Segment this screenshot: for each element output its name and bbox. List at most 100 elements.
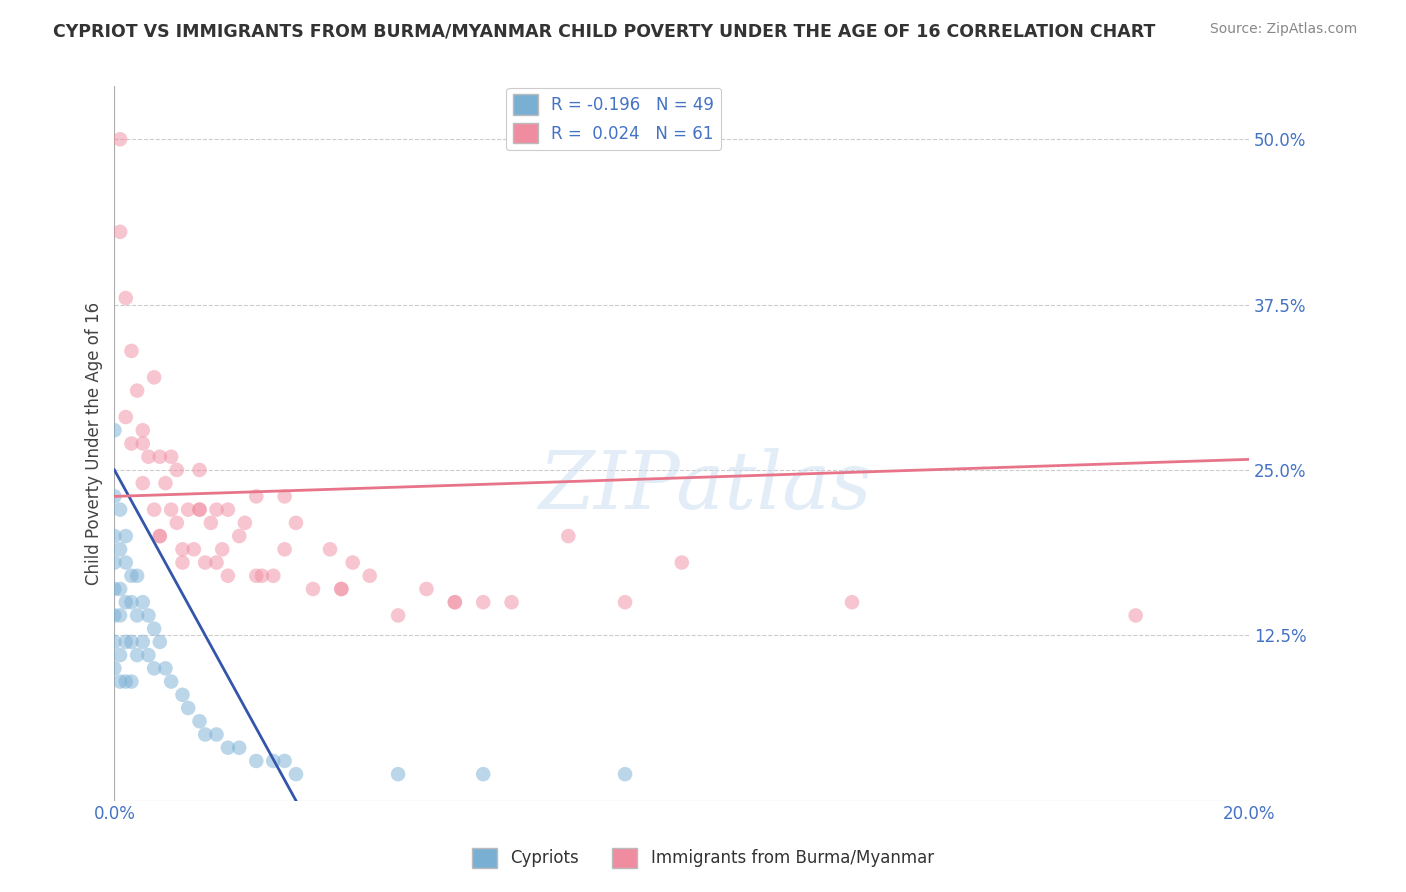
Point: [166, 463, 188, 477]
Point: [114, 556, 136, 570]
Point: [103, 489, 125, 503]
Point: [194, 727, 217, 741]
Legend: R = -0.196   N = 49, R =  0.024   N = 61: R = -0.196 N = 49, R = 0.024 N = 61: [506, 87, 721, 150]
Point: [160, 450, 183, 464]
Point: [228, 740, 250, 755]
Point: [103, 529, 125, 543]
Point: [127, 384, 149, 398]
Point: [205, 556, 228, 570]
Point: [103, 556, 125, 570]
Point: [188, 502, 211, 516]
Y-axis label: Child Poverty Under the Age of 16: Child Poverty Under the Age of 16: [86, 301, 103, 585]
Point: [194, 556, 217, 570]
Point: [262, 754, 284, 768]
Point: [172, 542, 194, 557]
Point: [205, 727, 228, 741]
Point: [138, 450, 160, 464]
Text: Source: ZipAtlas.com: Source: ZipAtlas.com: [1209, 22, 1357, 37]
Point: [205, 502, 228, 516]
Point: [614, 595, 637, 609]
Point: [472, 595, 495, 609]
Point: [103, 608, 125, 623]
Point: [262, 568, 284, 582]
Point: [132, 423, 155, 437]
Point: [149, 529, 172, 543]
Point: [132, 635, 155, 649]
Point: [183, 542, 205, 557]
Point: [200, 516, 222, 530]
Point: [330, 582, 353, 596]
Point: [120, 595, 142, 609]
Point: [160, 502, 183, 516]
Point: [415, 582, 437, 596]
Point: [120, 635, 142, 649]
Point: [211, 542, 233, 557]
Point: [155, 661, 177, 675]
Point: [330, 582, 353, 596]
Point: [1125, 608, 1147, 623]
Point: [114, 674, 136, 689]
Point: [217, 502, 239, 516]
Point: [108, 582, 131, 596]
Point: [108, 674, 131, 689]
Point: [114, 595, 136, 609]
Point: [143, 370, 166, 384]
Point: [103, 423, 125, 437]
Point: [172, 688, 194, 702]
Point: [443, 595, 465, 609]
Point: [108, 608, 131, 623]
Point: [359, 568, 381, 582]
Point: [166, 516, 188, 530]
Point: [387, 767, 409, 781]
Point: [245, 754, 267, 768]
Point: [143, 661, 166, 675]
Point: [273, 542, 295, 557]
Point: [132, 595, 155, 609]
Point: [108, 132, 131, 146]
Point: [108, 648, 131, 662]
Point: [188, 714, 211, 729]
Point: [149, 450, 172, 464]
Point: [132, 476, 155, 491]
Point: [143, 502, 166, 516]
Point: [120, 436, 142, 450]
Point: [557, 529, 579, 543]
Point: [217, 568, 239, 582]
Point: [671, 556, 693, 570]
Point: [285, 516, 308, 530]
Point: [120, 343, 142, 358]
Point: [155, 476, 177, 491]
Legend: Cypriots, Immigrants from Burma/Myanmar: Cypriots, Immigrants from Burma/Myanmar: [465, 841, 941, 875]
Point: [149, 635, 172, 649]
Point: [114, 291, 136, 305]
Point: [245, 568, 267, 582]
Point: [387, 608, 409, 623]
Point: [233, 516, 256, 530]
Point: [127, 608, 149, 623]
Point: [443, 595, 465, 609]
Point: [273, 489, 295, 503]
Point: [127, 568, 149, 582]
Point: [342, 556, 364, 570]
Point: [103, 661, 125, 675]
Point: [114, 635, 136, 649]
Point: [138, 608, 160, 623]
Point: [127, 648, 149, 662]
Point: [217, 740, 239, 755]
Point: [172, 556, 194, 570]
Point: [143, 622, 166, 636]
Point: [114, 529, 136, 543]
Point: [160, 674, 183, 689]
Point: [250, 568, 273, 582]
Point: [177, 701, 200, 715]
Point: [149, 529, 172, 543]
Text: ZIPatlas: ZIPatlas: [537, 448, 872, 525]
Point: [177, 502, 200, 516]
Text: CYPRIOT VS IMMIGRANTS FROM BURMA/MYANMAR CHILD POVERTY UNDER THE AGE OF 16 CORRE: CYPRIOT VS IMMIGRANTS FROM BURMA/MYANMAR…: [53, 22, 1156, 40]
Point: [103, 635, 125, 649]
Point: [108, 502, 131, 516]
Point: [228, 529, 250, 543]
Point: [108, 225, 131, 239]
Point: [472, 767, 495, 781]
Point: [114, 410, 136, 425]
